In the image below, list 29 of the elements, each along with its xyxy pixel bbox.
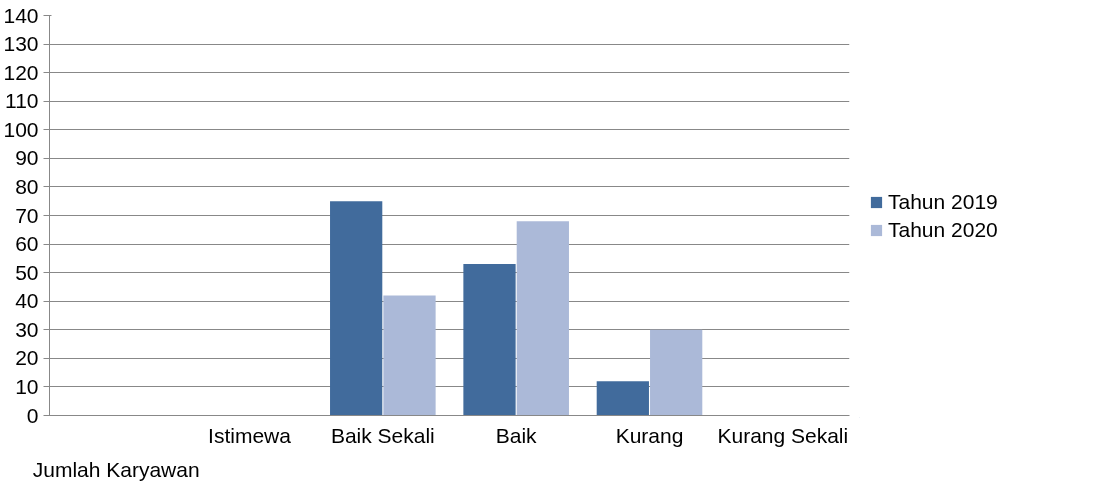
- legend-label: Tahun 2020: [888, 218, 998, 242]
- bar: [383, 295, 436, 416]
- x-tick-label: Kurang: [615, 423, 684, 447]
- bar: [330, 201, 383, 416]
- bar: [650, 329, 703, 416]
- y-tick-label: 30: [15, 317, 39, 341]
- y-tick-label: 110: [5, 89, 39, 113]
- x-tick-label: Jumlah Karyawan: [32, 457, 200, 481]
- y-tick-label: 40: [15, 289, 39, 313]
- x-tick-label: Baik Sekali: [330, 423, 435, 447]
- y-tick-label: 70: [15, 203, 39, 227]
- y-tick-label: 10: [15, 374, 39, 398]
- y-tick-label: 90: [15, 146, 39, 170]
- y-tick-label: 60: [15, 232, 39, 256]
- x-tick-label: Kurang Sekali: [717, 423, 849, 447]
- y-tick-label: 130: [3, 32, 39, 56]
- x-tick-label: Istimewa: [208, 423, 292, 447]
- y-tick-label: 0: [26, 403, 39, 427]
- legend-label: Tahun 2019: [888, 190, 998, 214]
- y-tick-label: 50: [15, 260, 39, 284]
- x-tick-label: Baik: [495, 423, 538, 447]
- bar: [516, 221, 569, 416]
- y-tick-label: 100: [3, 117, 39, 141]
- bar: [596, 381, 649, 416]
- y-tick-label: 80: [15, 174, 39, 198]
- y-tick-label: 20: [15, 346, 39, 370]
- bar: [463, 264, 516, 416]
- y-tick-label: 120: [3, 60, 39, 84]
- y-tick-label: 140: [3, 3, 39, 27]
